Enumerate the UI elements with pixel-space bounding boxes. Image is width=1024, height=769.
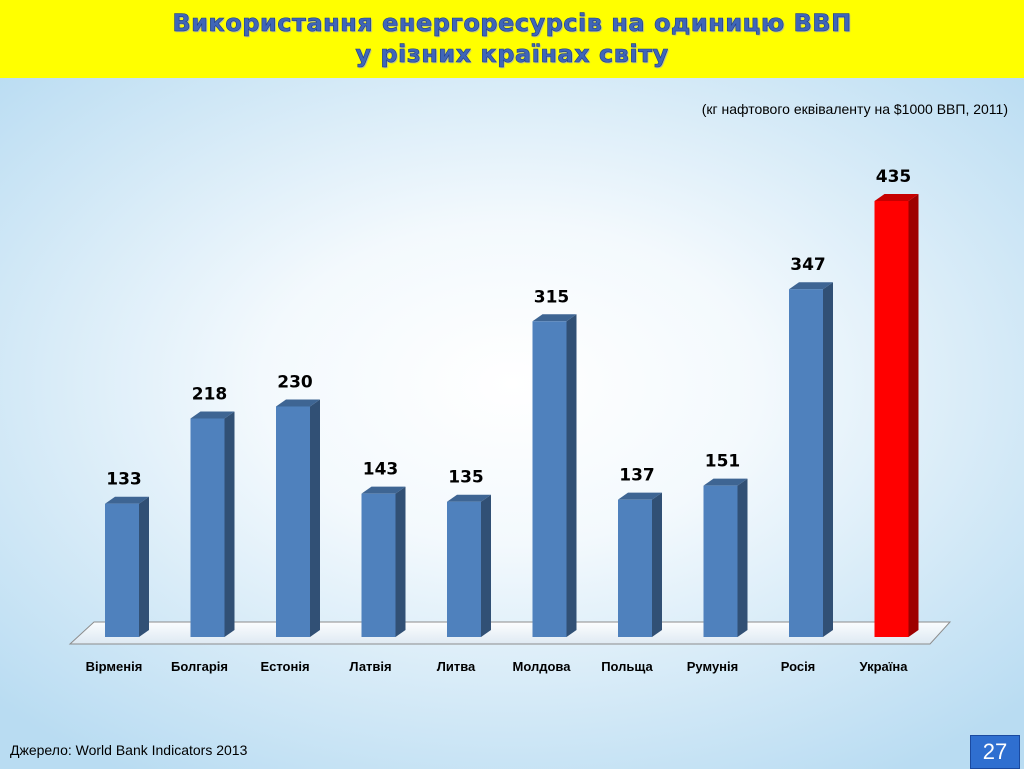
- bar-top: [447, 494, 491, 502]
- bar-front: [361, 493, 396, 637]
- bar-6: [532, 314, 577, 637]
- category-label: Польща: [601, 659, 653, 674]
- bar-5: [447, 494, 491, 637]
- bar-side: [823, 282, 833, 637]
- bar-top: [618, 492, 662, 500]
- bar-chart: 133 Вірменія 218 Болгарія 230 Естонія 143 Латві…: [68, 167, 952, 674]
- bar-side: [139, 496, 149, 637]
- bar-side: [652, 492, 662, 637]
- category-label: Вірменія: [86, 659, 143, 674]
- bar-side: [908, 194, 919, 637]
- data-label: 137: [619, 466, 655, 486]
- bar-4: [361, 486, 406, 637]
- data-label: 218: [192, 384, 228, 404]
- bar-3: [276, 399, 320, 637]
- data-label: 143: [363, 460, 399, 480]
- page-number: 27: [982, 739, 1008, 764]
- slide-title-line-2: у різних країнах світу: [355, 40, 669, 69]
- bar-top: [276, 399, 320, 407]
- chart-units-note: (кг нафтового еквіваленту на $1000 ВВП, …: [701, 101, 1008, 117]
- bar-top: [703, 478, 748, 486]
- bar-top: [105, 496, 149, 504]
- slide-title-line-1: Використання енергоресурсів на одиницю В…: [172, 9, 852, 38]
- category-label: Латвія: [349, 659, 391, 674]
- bar-front: [703, 485, 738, 637]
- category-label: Україна: [859, 659, 908, 674]
- bar-top: [789, 282, 833, 290]
- bar-side: [395, 486, 406, 637]
- bar-front: [447, 501, 481, 637]
- title-banner: Використання енергоресурсів на одиницю В…: [0, 0, 1024, 78]
- bar-side: [224, 411, 235, 637]
- bar-front: [190, 418, 225, 637]
- bar-top: [361, 486, 406, 494]
- data-label: 347: [790, 255, 826, 275]
- category-label: Румунія: [687, 659, 738, 674]
- bar-7: [618, 492, 662, 637]
- bar-top: [874, 194, 919, 201]
- bar-front: [105, 503, 139, 637]
- bar-8: [703, 478, 748, 637]
- data-label: 230: [277, 372, 313, 392]
- category-label: Естонія: [260, 659, 309, 674]
- category-label: Болгарія: [171, 659, 228, 674]
- page-number-badge: 27: [970, 735, 1020, 769]
- data-label: 315: [534, 287, 570, 307]
- data-label: 435: [876, 167, 912, 187]
- bar-top: [532, 314, 577, 322]
- bar-front: [276, 406, 310, 637]
- bar-front: [874, 201, 909, 637]
- bar-front: [789, 289, 823, 637]
- category-label: Молдова: [513, 659, 572, 674]
- bar-side: [481, 494, 491, 637]
- bar-side: [310, 399, 320, 637]
- bar-top: [190, 411, 235, 419]
- category-label: Литва: [437, 659, 476, 674]
- data-label: 135: [448, 468, 484, 488]
- bar-10: [874, 194, 919, 637]
- data-label: 151: [705, 452, 741, 472]
- bar-9: [789, 282, 833, 637]
- source-note: Джерело: World Bank Indicators 2013: [10, 742, 248, 758]
- bar-side: [566, 314, 577, 637]
- category-label: Росія: [781, 659, 816, 674]
- bar-front: [532, 321, 567, 637]
- bar-side: [737, 478, 748, 637]
- bar-front: [618, 499, 652, 637]
- data-label: 133: [106, 470, 142, 490]
- bar-2: [190, 411, 235, 637]
- bar-1: [105, 496, 149, 637]
